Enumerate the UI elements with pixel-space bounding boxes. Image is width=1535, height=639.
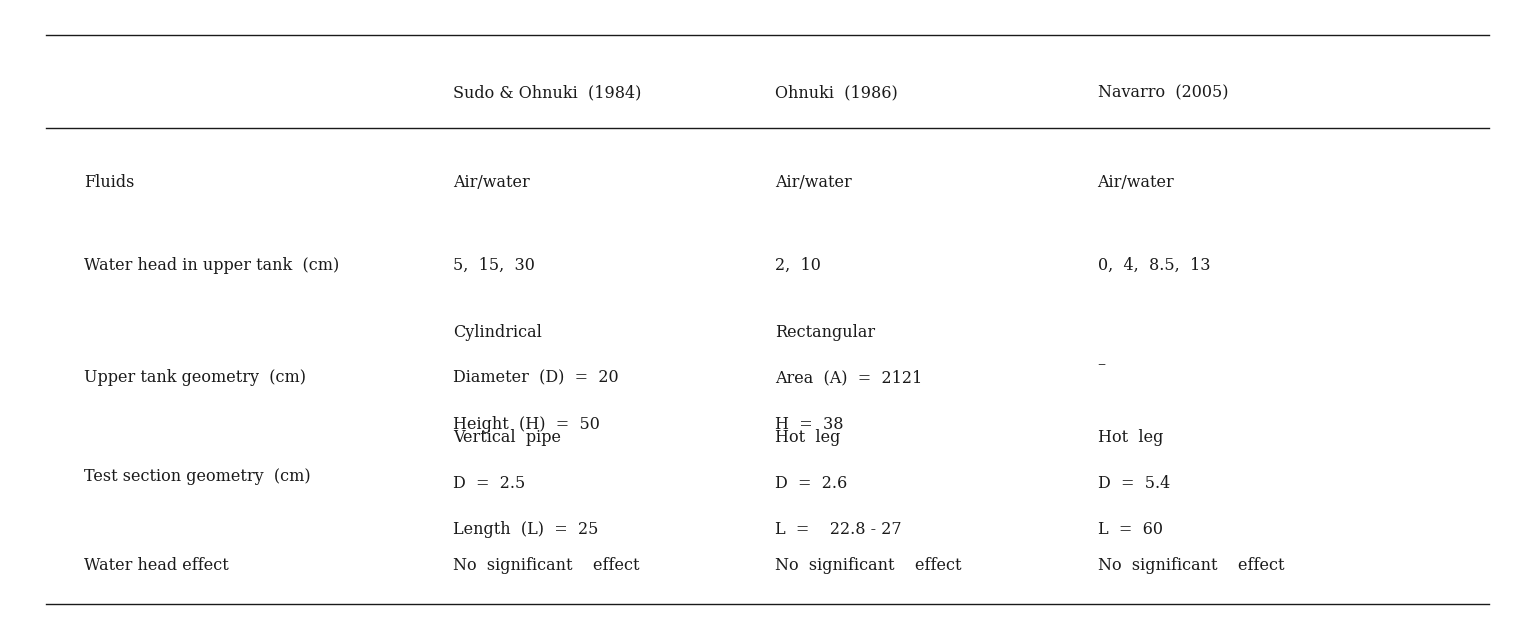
- Text: D  =  5.4: D = 5.4: [1098, 475, 1170, 492]
- Text: Vertical  pipe: Vertical pipe: [453, 429, 560, 446]
- Text: Air/water: Air/water: [775, 174, 852, 190]
- Text: Air/water: Air/water: [1098, 174, 1174, 190]
- Text: No  significant    effect: No significant effect: [1098, 557, 1283, 574]
- Text: H  =  38: H = 38: [775, 416, 844, 433]
- Text: 5,  15,  30: 5, 15, 30: [453, 257, 534, 273]
- Text: Hot  leg: Hot leg: [775, 429, 841, 446]
- Text: D  =  2.6: D = 2.6: [775, 475, 847, 492]
- Text: Water head in upper tank  (cm): Water head in upper tank (cm): [84, 257, 339, 273]
- Text: Test section geometry  (cm): Test section geometry (cm): [84, 468, 312, 484]
- Text: –: –: [1098, 356, 1105, 373]
- Text: 0,  4,  8.5,  13: 0, 4, 8.5, 13: [1098, 257, 1210, 273]
- Text: Fluids: Fluids: [84, 174, 135, 190]
- Text: Air/water: Air/water: [453, 174, 530, 190]
- Text: No  significant    effect: No significant effect: [775, 557, 961, 574]
- Text: D  =  2.5: D = 2.5: [453, 475, 525, 492]
- Text: Area  (A)  =  2121: Area (A) = 2121: [775, 370, 923, 387]
- Text: Ohnuki  (1986): Ohnuki (1986): [775, 84, 898, 101]
- Text: Navarro  (2005): Navarro (2005): [1098, 84, 1228, 101]
- Text: Length  (L)  =  25: Length (L) = 25: [453, 521, 599, 538]
- Text: Hot  leg: Hot leg: [1098, 429, 1164, 446]
- Text: Rectangular: Rectangular: [775, 324, 875, 341]
- Text: 2,  10: 2, 10: [775, 257, 821, 273]
- Text: Cylindrical: Cylindrical: [453, 324, 542, 341]
- Text: Water head effect: Water head effect: [84, 557, 229, 574]
- Text: Height  (H)  =  50: Height (H) = 50: [453, 416, 600, 433]
- Text: No  significant    effect: No significant effect: [453, 557, 639, 574]
- Text: Sudo & Ohnuki  (1984): Sudo & Ohnuki (1984): [453, 84, 642, 101]
- Text: Upper tank geometry  (cm): Upper tank geometry (cm): [84, 369, 307, 385]
- Text: L  =  60: L = 60: [1098, 521, 1162, 538]
- Text: L  =    22.8 - 27: L = 22.8 - 27: [775, 521, 901, 538]
- Text: Diameter  (D)  =  20: Diameter (D) = 20: [453, 370, 619, 387]
